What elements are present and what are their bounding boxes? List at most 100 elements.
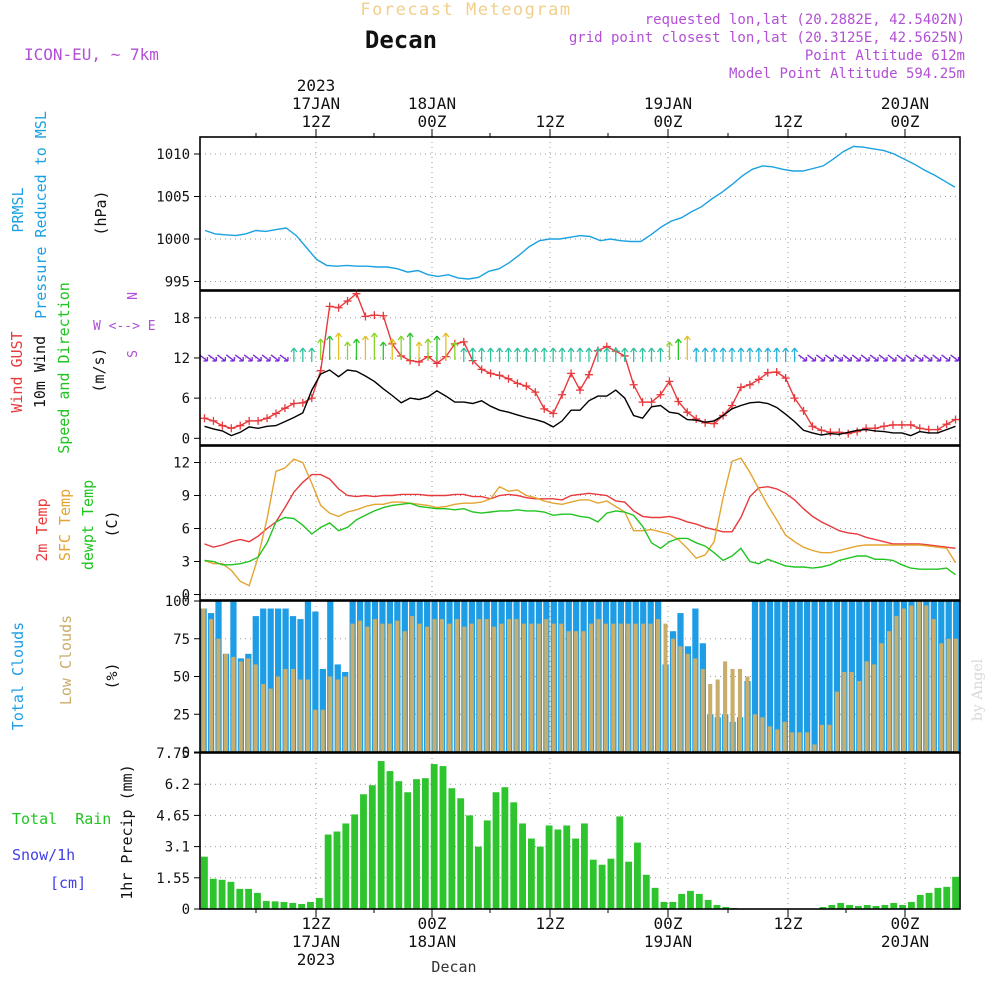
precip-bar	[218, 879, 226, 909]
low-cloud-bar	[246, 658, 251, 752]
low-cloud-bar	[805, 732, 810, 752]
precip-bar	[201, 856, 208, 909]
precip-bar	[863, 904, 871, 909]
wind-direction-arrow	[728, 347, 736, 362]
precip-bar	[501, 787, 509, 909]
y-tick-label: 1005	[156, 190, 190, 206]
wind-direction-arrow	[719, 347, 727, 362]
gust-marker	[754, 375, 763, 384]
precip-bar	[236, 888, 244, 909]
label-low-clouds: Low Clouds	[57, 615, 75, 705]
wind-direction-arrow	[621, 347, 629, 362]
gust-marker	[897, 420, 906, 429]
bottom-time-label: 18JAN	[408, 932, 456, 951]
precip-bar	[934, 887, 942, 909]
total-cloud-bar	[766, 601, 774, 752]
wind-direction-arrow	[648, 347, 656, 362]
gust-marker	[880, 422, 888, 431]
low-cloud-bar	[559, 623, 564, 752]
low-cloud-bar	[656, 619, 661, 752]
precip-bar	[483, 820, 491, 909]
gust-marker	[513, 379, 522, 388]
precip-bar	[492, 792, 500, 909]
wind-direction-arrow	[397, 335, 405, 360]
low-cloud-bar	[678, 646, 683, 752]
wind-direction-arrow	[932, 354, 942, 362]
precip-bar	[660, 901, 668, 909]
low-cloud-bar	[834, 691, 839, 752]
gust-marker	[638, 398, 647, 407]
precip-bar	[642, 874, 650, 909]
gust-marker	[799, 406, 808, 415]
label-2m-temp: 2m Temp	[33, 498, 51, 561]
low-cloud-bar	[723, 661, 728, 752]
label-total-rain: Total Rain	[12, 810, 111, 828]
top-time-label: 00Z	[418, 112, 447, 131]
y-tick-label: 0	[182, 431, 190, 447]
low-cloud-bar	[454, 619, 459, 752]
gust-marker	[736, 383, 745, 392]
wind-direction-arrow	[344, 341, 352, 360]
panel-5: 0 1.55 3.1 4.65 6.2 7.75	[156, 746, 961, 918]
wind-direction-arrow	[199, 354, 209, 362]
wind-direction-arrow	[639, 347, 647, 362]
precip-bar	[572, 838, 579, 909]
precip-bar	[916, 894, 924, 909]
y-tick-label: 6.2	[165, 777, 190, 793]
top-time-label: 19JAN	[644, 94, 692, 113]
wind-direction-arrow	[252, 354, 262, 362]
label-dewpt-temp: dewpt Temp	[79, 480, 97, 570]
low-cloud-bar	[827, 724, 832, 752]
low-cloud-bar	[305, 679, 310, 752]
wind-direction-arrow	[842, 354, 852, 362]
precip-bar	[262, 900, 270, 909]
wind-direction-arrow	[243, 354, 253, 362]
precip-bar	[368, 785, 376, 909]
gust-marker	[263, 414, 272, 423]
low-cloud-bar	[402, 631, 407, 752]
precip-bar	[713, 904, 721, 909]
low-cloud-bar	[238, 661, 243, 752]
top-time-label: 17JAN	[292, 94, 340, 113]
precip-bar	[581, 823, 588, 909]
precip-bar	[872, 905, 880, 909]
precip-bar	[298, 903, 306, 909]
gust-marker	[298, 398, 307, 407]
low-cloud-bar	[566, 631, 571, 752]
low-cloud-bar	[790, 732, 795, 752]
series-line	[204, 502, 956, 576]
bottom-time-label: 12Z	[536, 914, 565, 933]
gust-marker	[835, 428, 844, 437]
precip-bar	[360, 794, 367, 909]
gust-marker	[745, 380, 754, 389]
low-cloud-bar	[506, 619, 512, 752]
label-1hr-precip: 1hr Precip (mm)	[118, 764, 136, 899]
point-altitude: Point Altitude 612m	[805, 48, 965, 64]
gust-marker	[567, 369, 576, 378]
gust-marker	[862, 424, 871, 433]
gust-marker	[495, 371, 504, 380]
precip-bar	[589, 859, 597, 909]
wind-direction-arrow	[746, 347, 754, 362]
top-time-label: 00Z	[654, 112, 683, 131]
wind-direction-arrow	[513, 347, 521, 362]
y-tick-label: 0	[182, 588, 190, 604]
gust-marker	[200, 414, 209, 423]
low-cloud-bar	[954, 638, 959, 752]
bottom-time-label: 12Z	[302, 914, 331, 933]
top-time-label: 12Z	[536, 112, 565, 131]
gust-marker	[334, 303, 343, 312]
label-wind-gust: Wind GUST	[8, 331, 26, 412]
wind-direction-arrow	[603, 347, 611, 362]
y-tick-label: 7.75	[156, 746, 190, 762]
gust-marker	[647, 398, 656, 407]
panel-frame	[199, 445, 961, 601]
precip-bar	[536, 846, 544, 909]
series-line	[204, 457, 957, 587]
top-time-label: 20JAN	[881, 94, 929, 113]
wind-direction-arrow	[558, 347, 566, 362]
low-cloud-bar	[462, 626, 467, 752]
gust-marker	[325, 302, 334, 311]
gust-marker	[790, 394, 799, 403]
